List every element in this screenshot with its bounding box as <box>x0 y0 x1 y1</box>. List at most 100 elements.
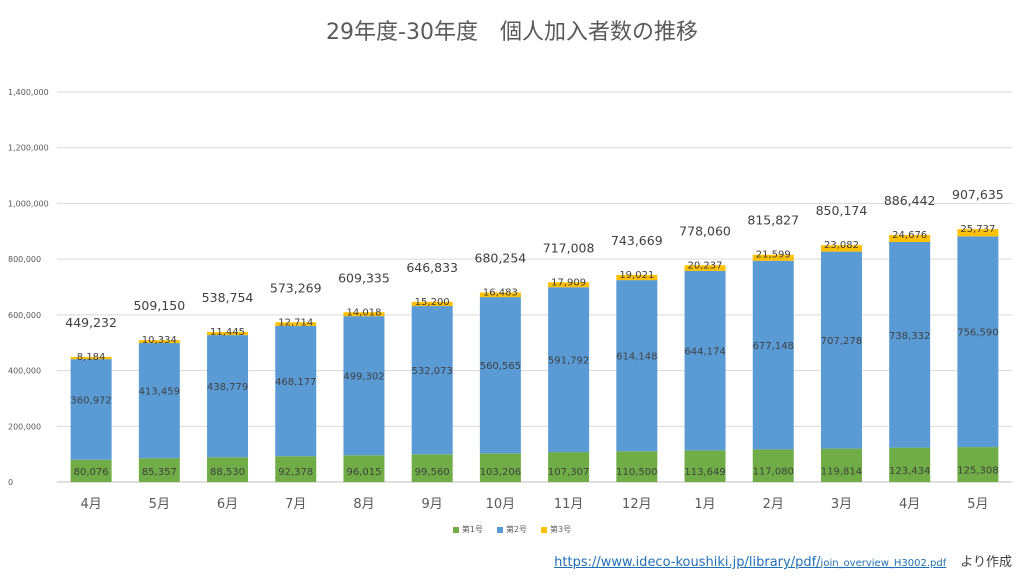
bar-2-5 <box>411 306 453 455</box>
data-label-3-4: 14,018 <box>346 307 381 318</box>
data-label-2-8: 614,148 <box>616 352 657 363</box>
bar-3-10 <box>752 254 794 261</box>
data-label-3-6: 16,483 <box>483 288 518 299</box>
total-label-3: 573,269 <box>270 280 322 295</box>
data-label-1-5: 99,560 <box>415 467 450 478</box>
source-note: https://www.ideco-koushiki.jp/library/pd… <box>554 551 1012 570</box>
x-tick-label-13: 5月 <box>967 497 988 512</box>
data-label-3-9: 20,237 <box>688 260 723 271</box>
source-link-file[interactable]: join_overview_H3002.pdf <box>820 558 947 569</box>
y-tick-label-6: 1,200,000 <box>8 144 49 153</box>
bar-1-7 <box>548 452 590 482</box>
legend-item-2: 第2号 <box>496 524 528 535</box>
x-tick-label-0: 4月 <box>80 497 101 512</box>
bar-1-11 <box>820 448 862 482</box>
bar-1-4 <box>343 455 385 482</box>
bar-3-12 <box>889 235 931 242</box>
bar-1-8 <box>616 451 658 482</box>
source-link[interactable]: https://www.ideco-koushiki.jp/library/pd… <box>554 555 946 570</box>
data-label-2-7: 591,792 <box>548 356 589 367</box>
bar-1-6 <box>479 453 521 482</box>
data-label-3-10: 21,599 <box>756 250 791 261</box>
bar-1-2 <box>207 457 249 482</box>
data-label-2-0: 360,972 <box>70 395 111 406</box>
data-label-1-3: 92,378 <box>278 467 313 478</box>
bar-1-3 <box>275 456 317 482</box>
data-label-3-5: 15,200 <box>415 297 450 308</box>
legend-item-3: 第3号 <box>541 524 571 535</box>
bar-1-9 <box>684 450 726 482</box>
total-label-12: 886,442 <box>884 193 936 208</box>
bar-3-5 <box>411 301 453 307</box>
data-label-3-3: 12,714 <box>278 317 313 328</box>
bar-3-4 <box>343 312 385 317</box>
x-tick-label-6: 10月 <box>486 497 516 512</box>
data-label-2-6: 560,565 <box>480 361 521 372</box>
legend-swatch-1 <box>452 526 459 533</box>
total-label-0: 449,232 <box>65 315 117 330</box>
data-label-2-12: 738,332 <box>889 331 930 342</box>
data-label-2-5: 532,073 <box>411 366 452 377</box>
y-tick-label-7: 1,400,000 <box>8 88 49 97</box>
total-label-10: 815,827 <box>747 213 799 228</box>
data-label-3-1: 10,334 <box>142 335 177 346</box>
data-label-3-8: 19,021 <box>619 270 654 281</box>
data-label-3-12: 24,676 <box>892 230 927 241</box>
bar-3-7 <box>548 282 590 288</box>
x-tick-label-10: 2月 <box>763 497 784 512</box>
bar-1-10 <box>752 449 794 482</box>
bar-2-6 <box>479 297 521 454</box>
data-label-1-6: 103,206 <box>480 467 521 478</box>
data-label-1-10: 117,080 <box>753 467 794 478</box>
bar-2-4 <box>343 316 385 456</box>
bar-1-1 <box>138 458 180 482</box>
total-label-6: 680,254 <box>475 251 527 266</box>
x-tick-label-4: 8月 <box>353 497 374 512</box>
legend-item-1: 第1号 <box>452 524 483 535</box>
legend: 第1号 第2号 第3号 <box>0 524 1024 535</box>
data-label-1-2: 88,530 <box>210 467 245 478</box>
y-tick-label-0: 0 <box>8 478 13 487</box>
y-tick-label-4: 800,000 <box>8 255 41 264</box>
total-label-7: 717,008 <box>543 240 595 255</box>
total-label-13: 907,635 <box>952 187 1004 202</box>
source-link-main[interactable]: https://www.ideco-koushiki.jp/library/pd… <box>554 555 821 570</box>
data-label-3-0: 8,184 <box>77 352 106 363</box>
x-tick-label-9: 1月 <box>694 497 715 512</box>
chart-title: 29年度-30年度 個人加入者数の推移 <box>326 20 698 45</box>
data-label-2-10: 677,148 <box>753 341 794 352</box>
bar-2-0 <box>70 359 112 460</box>
total-label-2: 538,754 <box>202 290 254 305</box>
x-tick-label-7: 11月 <box>554 497 584 512</box>
data-label-3-7: 17,909 <box>551 277 586 288</box>
data-label-2-9: 644,174 <box>684 347 725 358</box>
data-label-2-3: 468,177 <box>275 377 316 388</box>
data-label-1-1: 85,357 <box>142 467 177 478</box>
bar-2-9 <box>684 270 726 451</box>
bar-3-2 <box>207 331 249 336</box>
total-label-11: 850,174 <box>816 203 868 218</box>
data-label-3-13: 25,737 <box>960 224 995 235</box>
x-tick-label-11: 3月 <box>831 497 852 512</box>
y-tick-label-2: 400,000 <box>8 367 41 376</box>
data-label-1-7: 107,307 <box>548 467 589 478</box>
data-label-3-11: 23,082 <box>824 240 859 251</box>
data-label-1-0: 80,076 <box>74 467 109 478</box>
bar-3-6 <box>479 292 521 298</box>
data-label-1-13: 125,308 <box>957 466 998 477</box>
bar-2-7 <box>548 287 590 453</box>
data-label-2-13: 756,590 <box>957 328 998 339</box>
data-label-2-11: 707,278 <box>821 336 862 347</box>
x-tick-label-8: 12月 <box>622 497 652 512</box>
bar-3-1 <box>138 340 180 344</box>
data-label-1-8: 110,500 <box>616 467 657 478</box>
total-label-1: 509,150 <box>133 298 185 313</box>
x-tick-label-5: 9月 <box>422 497 443 512</box>
legend-label-2: 第2号 <box>505 525 528 534</box>
legend-swatch-2 <box>496 526 503 533</box>
total-label-4: 609,335 <box>338 270 390 285</box>
data-label-1-9: 113,649 <box>684 467 725 478</box>
bar-1-13 <box>957 447 999 482</box>
y-tick-label-5: 1,000,000 <box>8 199 49 208</box>
